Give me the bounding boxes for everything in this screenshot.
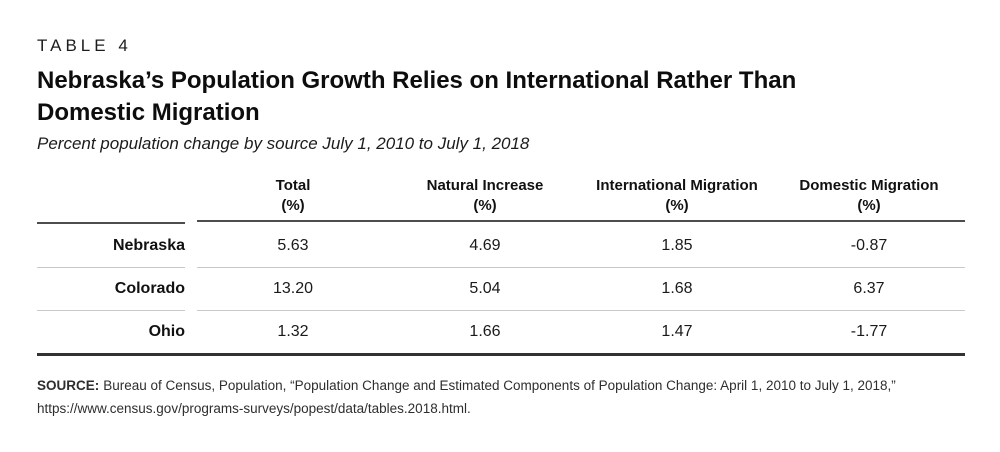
- cell-ohio-natural-increase: 1.66: [469, 323, 501, 340]
- header-rule: [37, 220, 965, 225]
- row-separator-right-segment: [197, 310, 965, 311]
- cell-ohio-domestic-migration: -1.77: [850, 323, 888, 340]
- figure-title-line1: Nebraska’s Population Growth Relies on I…: [37, 67, 797, 94]
- row-cells: 1.32 1.66 1.47 -1.77: [197, 323, 965, 341]
- row-label-nebraska: Nebraska: [112, 237, 185, 254]
- row-separator-gap: [185, 267, 197, 268]
- cell-colorado-international-migration: 1.68: [661, 280, 693, 297]
- row-separator: [37, 267, 965, 268]
- header-rule-left-segment: [37, 222, 185, 224]
- cell-nebraska-domestic-migration: -0.87: [850, 237, 888, 254]
- source-url: https://www.census.gov/programs-surveys/…: [37, 401, 471, 416]
- column-header-domestic-migration: Domestic Migration (%): [799, 177, 939, 214]
- cell-colorado-total: 13.20: [272, 280, 314, 297]
- table-row: Ohio 1.32 1.66 1.47 -1.77: [37, 311, 965, 353]
- table-row: Colorado 13.20 5.04 1.68 6.37: [37, 268, 965, 310]
- row-label-colorado: Colorado: [114, 280, 185, 297]
- cell-nebraska-total: 5.63: [277, 237, 309, 254]
- table-header-row: Total (%) Natural Increase (%) Internation…: [37, 176, 965, 216]
- column-header-natural-increase: Natural Increase (%): [426, 177, 544, 214]
- source-label: SOURCE:: [37, 378, 100, 393]
- figure-title-line2: Domestic Migration: [37, 99, 260, 126]
- cell-colorado-domestic-migration: 6.37: [853, 280, 885, 297]
- table-bottom-rule: [37, 353, 965, 356]
- figure-container: TABLE 4 Nebraska’s Population Growth Rel…: [37, 36, 965, 420]
- header-rule-right-segment: [197, 220, 965, 222]
- source-note: SOURCE: Bureau of Census, Population, “Po…: [37, 374, 965, 420]
- row-separator-left-segment: [37, 310, 185, 311]
- table-number-label: TABLE 4: [37, 36, 132, 55]
- header-cells: Total (%) Natural Increase (%) Internation…: [197, 176, 965, 216]
- cell-nebraska-international-migration: 1.85: [661, 237, 693, 254]
- column-header-international-migration: International Migration (%): [596, 177, 758, 214]
- row-label-ohio: Ohio: [148, 323, 185, 340]
- row-separator-left-segment: [37, 267, 185, 268]
- cell-ohio-total: 1.32: [277, 323, 309, 340]
- figure-title: Nebraska’s Population Growth Relies on I…: [37, 65, 965, 129]
- row-cells: 5.63 4.69 1.85 -0.87: [197, 237, 965, 255]
- row-separator-right-segment: [197, 267, 965, 268]
- cell-colorado-natural-increase: 5.04: [469, 280, 501, 297]
- cell-ohio-international-migration: 1.47: [661, 323, 693, 340]
- column-header-total: Total (%): [275, 177, 311, 214]
- cell-nebraska-natural-increase: 4.69: [469, 237, 501, 254]
- source-citation-text: Bureau of Census, Population, “Populatio…: [103, 378, 896, 393]
- figure-subtitle: Percent population change by source July…: [37, 134, 530, 153]
- row-separator-gap: [185, 310, 197, 311]
- row-cells: 13.20 5.04 1.68 6.37: [197, 280, 965, 298]
- table-row: Nebraska 5.63 4.69 1.85 -0.87: [37, 225, 965, 267]
- source-line1: SOURCE: Bureau of Census, Population, “Po…: [37, 374, 965, 397]
- data-table: Total (%) Natural Increase (%) Internation…: [37, 176, 965, 356]
- row-separator: [37, 310, 965, 311]
